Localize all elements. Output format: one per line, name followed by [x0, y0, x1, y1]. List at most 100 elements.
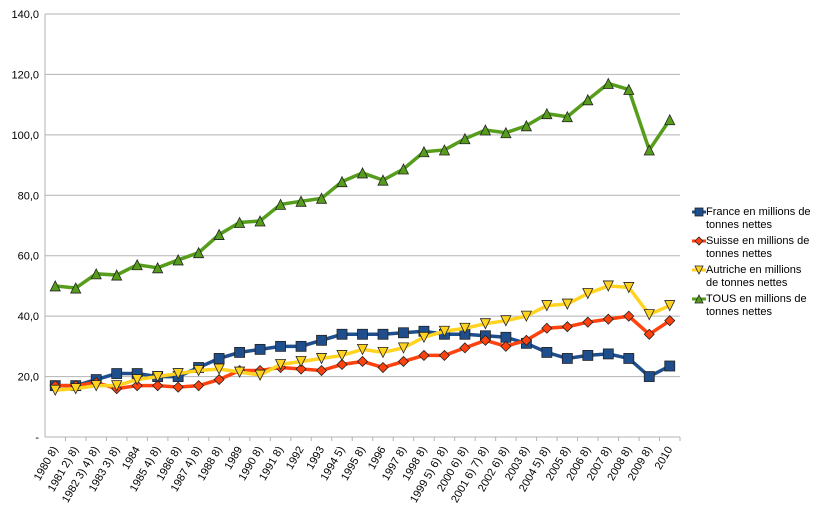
- marker: [377, 328, 389, 340]
- marker: [233, 216, 246, 228]
- marker: [295, 356, 307, 368]
- marker: [192, 365, 205, 377]
- legend-label: Autriche en millions de tonnes nettes: [706, 264, 802, 289]
- marker: [520, 119, 533, 132]
- marker: [336, 328, 348, 340]
- marker: [152, 371, 164, 383]
- marker: [315, 353, 328, 365]
- marker: [275, 340, 286, 352]
- marker: [111, 380, 123, 392]
- marker: [49, 280, 61, 292]
- marker: [90, 380, 102, 392]
- legend: France en millions de tonnes nettes Suiss…: [692, 206, 814, 322]
- marker: [131, 258, 143, 271]
- marker: [541, 300, 553, 312]
- marker: [561, 353, 573, 364]
- marker: [172, 368, 184, 380]
- marker: [602, 348, 614, 360]
- marker: [70, 282, 82, 294]
- marker: [582, 316, 594, 328]
- marker: [131, 380, 143, 392]
- legend-item: France en millions de tonnes nettes: [692, 206, 814, 232]
- marker: [623, 83, 635, 95]
- marker: [172, 254, 184, 266]
- marker: [418, 331, 430, 344]
- legend-item: TOUS en millions de tonnes nettes: [692, 293, 814, 319]
- y-tick-label: 60,0: [18, 251, 39, 263]
- marker: [397, 342, 410, 354]
- marker: [438, 144, 451, 156]
- legend-swatch: [692, 294, 706, 304]
- marker: [315, 192, 328, 204]
- marker: [377, 361, 389, 374]
- y-tick-label: 20,0: [18, 372, 39, 384]
- marker: [111, 269, 123, 281]
- marker: [694, 294, 704, 304]
- marker: [418, 145, 430, 158]
- marker: [316, 334, 327, 346]
- marker: [49, 384, 61, 397]
- marker: [213, 228, 225, 240]
- x-tick-label: 2010: [653, 445, 676, 472]
- legend-label: France en millions de tonnes nettes: [706, 206, 811, 231]
- marker: [561, 298, 573, 310]
- marker: [274, 359, 287, 371]
- marker: [520, 310, 533, 323]
- y-tick-label: 120,0: [11, 69, 39, 81]
- y-tick-label: -: [35, 432, 39, 444]
- marker: [643, 371, 655, 382]
- marker: [479, 124, 492, 136]
- marker: [561, 110, 573, 123]
- marker: [541, 322, 553, 334]
- marker: [418, 349, 430, 361]
- marker: [193, 380, 205, 392]
- legend-swatch: [692, 207, 706, 217]
- marker: [459, 132, 471, 145]
- marker: [664, 113, 676, 126]
- marker: [397, 355, 410, 368]
- marker: [336, 358, 348, 371]
- marker: [561, 321, 573, 333]
- legend-label: TOUS en millions de tonnes nettes: [706, 293, 807, 318]
- marker: [643, 328, 655, 340]
- marker: [582, 93, 594, 106]
- y-tick-label: 80,0: [18, 190, 39, 202]
- marker: [623, 353, 635, 364]
- marker: [90, 267, 102, 280]
- marker: [213, 363, 225, 375]
- marker: [377, 174, 389, 186]
- marker: [356, 343, 369, 356]
- legend-item: Autriche en millions de tonnes nettes: [692, 264, 814, 290]
- marker: [602, 77, 614, 89]
- marker: [295, 195, 307, 207]
- marker: [694, 236, 704, 246]
- marker: [500, 340, 512, 352]
- marker: [377, 346, 389, 359]
- marker: [111, 368, 123, 379]
- marker: [623, 310, 635, 322]
- marker: [438, 349, 451, 361]
- legend-swatch: [692, 236, 706, 246]
- marker: [694, 207, 704, 217]
- marker: [336, 175, 348, 188]
- legend-swatch: [692, 265, 706, 275]
- marker: [336, 350, 348, 362]
- y-tick-label: 40,0: [18, 311, 39, 323]
- marker: [234, 346, 245, 358]
- marker: [152, 261, 164, 274]
- marker: [274, 198, 287, 210]
- marker: [192, 246, 205, 259]
- marker: [357, 328, 368, 340]
- marker: [643, 309, 655, 321]
- marker: [152, 380, 164, 392]
- marker: [295, 340, 307, 352]
- marker: [131, 374, 143, 386]
- marker: [664, 315, 676, 327]
- marker: [459, 342, 471, 354]
- marker: [397, 163, 410, 175]
- marker: [438, 325, 451, 338]
- marker: [70, 383, 82, 395]
- marker: [213, 353, 225, 364]
